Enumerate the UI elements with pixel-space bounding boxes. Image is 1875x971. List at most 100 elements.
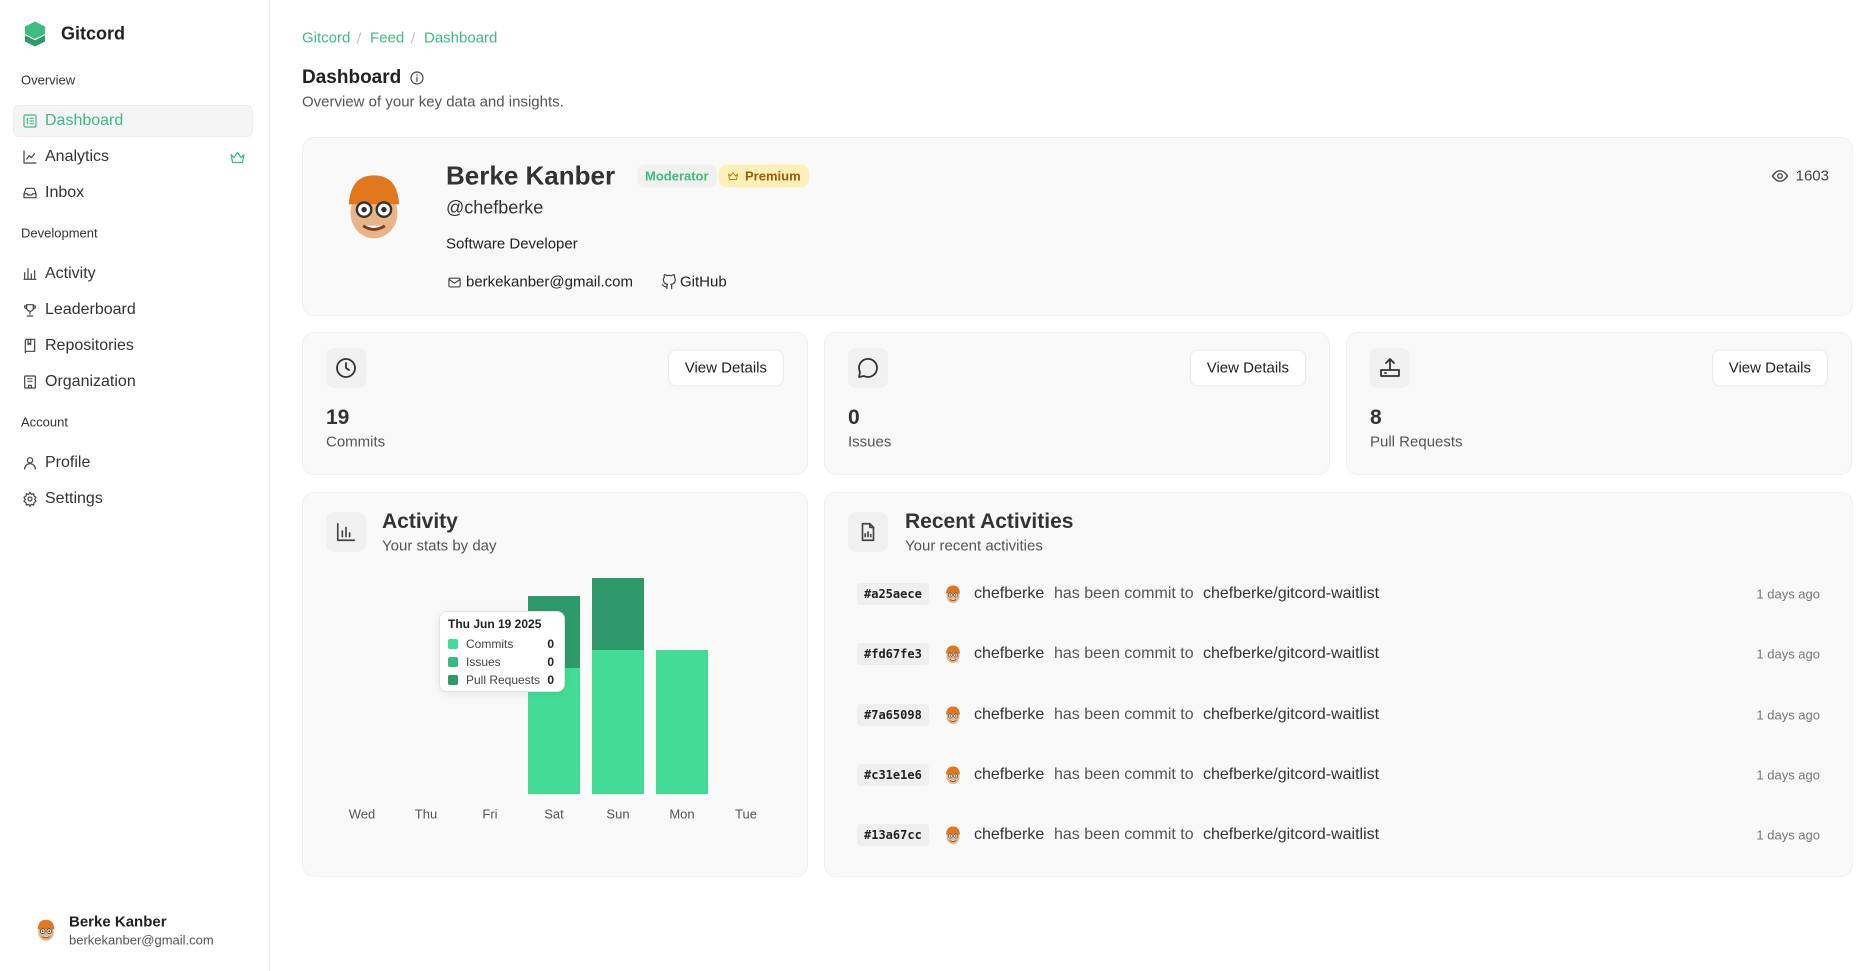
- tooltip-series: Commits: [466, 637, 514, 651]
- stat-label: Commits: [326, 433, 386, 451]
- view-details-button[interactable]: View Details: [667, 349, 784, 387]
- avatar: [946, 585, 960, 603]
- view-details-button[interactable]: View Details: [1711, 349, 1828, 387]
- activity-user: chefberke: [974, 765, 1045, 783]
- nav-icon: [24, 338, 36, 354]
- nav-icon: [23, 491, 37, 507]
- tooltip-value: 0: [547, 673, 554, 687]
- nav-item[interactable]: Profile: [45, 454, 91, 471]
- mail-icon: [447, 277, 461, 287]
- commit-hash: #c31e1e6: [857, 763, 929, 786]
- activity-repo[interactable]: chefberke/gitcord-waitlist: [1203, 826, 1380, 844]
- x-tick-label: Fri: [482, 806, 497, 821]
- nav-icon: [24, 375, 36, 389]
- x-tick-label: Tue: [735, 806, 757, 821]
- card-subtitle: Your recent activities: [905, 537, 1043, 555]
- commit-hash: #13a67cc: [857, 824, 929, 847]
- tooltip-swatch: [448, 675, 458, 685]
- stat-icon: [858, 357, 878, 378]
- section-title: Overview: [21, 72, 76, 88]
- x-tick-label: Sat: [544, 806, 564, 821]
- x-tick-label: Wed: [349, 806, 376, 821]
- activity-action: has been commit to: [1054, 826, 1194, 844]
- stat-icon: [336, 358, 356, 378]
- section-title: Account: [21, 414, 68, 430]
- avatar: [37, 919, 55, 941]
- activity-repo[interactable]: chefberke/gitcord-waitlist: [1203, 645, 1380, 663]
- email: berkekanber@gmail.com: [466, 273, 633, 291]
- card-title: Recent Activities: [905, 510, 1074, 533]
- stat-label: Issues: [848, 433, 892, 451]
- commit-hash: #7a65098: [857, 703, 929, 726]
- avatar: [348, 175, 400, 239]
- nav-item[interactable]: Dashboard: [45, 112, 124, 129]
- chart: Wed Thu Fri Sat Sun Mon Tue: [349, 578, 757, 821]
- nav-icon: [23, 187, 37, 199]
- nav-icon: [23, 114, 37, 128]
- logo: [25, 21, 45, 47]
- tooltip-series: Pull Requests: [466, 673, 541, 687]
- commit-hash: #fd67fe3: [857, 643, 929, 666]
- x-tick-label: Thu: [415, 806, 437, 821]
- nav-item[interactable]: Analytics: [45, 148, 110, 165]
- user-name: Berke Kanber: [69, 913, 167, 931]
- user-email: berkekanber@gmail.com: [69, 932, 214, 948]
- avatar: [946, 645, 960, 664]
- badge: Premium: [719, 164, 809, 188]
- breadcrumb-link[interactable]: Gitcord: [302, 29, 351, 47]
- nav-item[interactable]: Repositories: [45, 337, 134, 354]
- stat-value: 0: [848, 406, 860, 429]
- nav-icon: [23, 268, 37, 280]
- activity-time: 1 days ago: [1756, 707, 1820, 723]
- activity-user: chefberke: [974, 645, 1045, 663]
- activity-action: has been commit to: [1054, 645, 1194, 663]
- nav-item[interactable]: Settings: [45, 490, 103, 507]
- activity-time: 1 days ago: [1756, 827, 1820, 843]
- tooltip: [439, 611, 565, 692]
- github-icon: [661, 274, 676, 290]
- section-title: Development: [21, 225, 98, 241]
- activity-repo[interactable]: chefberke/gitcord-waitlist: [1203, 765, 1380, 783]
- tooltip-swatch: [448, 657, 458, 667]
- activity-action: has been commit to: [1054, 705, 1194, 723]
- avatar: [946, 766, 960, 784]
- breadcrumb-link[interactable]: Feed: [370, 29, 405, 47]
- activity-repo[interactable]: chefberke/gitcord-waitlist: [1203, 585, 1380, 602]
- tooltip-title: Thu Jun 19 2025: [448, 617, 542, 631]
- nav-item[interactable]: Organization: [45, 373, 136, 390]
- profile-name: Berke Kanber: [446, 160, 616, 191]
- tooltip-series: Issues: [466, 655, 501, 669]
- nav-icon: [23, 304, 37, 317]
- activity-user: chefberke: [974, 705, 1045, 723]
- nav-item[interactable]: Activity: [45, 265, 96, 282]
- page-subtitle: Overview of your key data and insights.: [302, 93, 564, 111]
- profile-card: [302, 137, 1853, 316]
- github-link[interactable]: GitHub: [680, 273, 727, 291]
- stat-value: 8: [1370, 406, 1382, 429]
- chart-icon: [336, 522, 356, 542]
- crown-icon: [728, 172, 738, 180]
- premium-icon: [229, 151, 245, 163]
- nav-item[interactable]: Leaderboard: [45, 301, 136, 318]
- breadcrumb-link[interactable]: Dashboard: [424, 29, 498, 47]
- card-subtitle: Your stats by day: [382, 537, 497, 555]
- stat-label: Pull Requests: [1370, 433, 1463, 451]
- info-icon: [410, 71, 424, 85]
- activity-user: chefberke: [974, 585, 1045, 602]
- brand: Gitcord: [61, 23, 126, 44]
- nav-item[interactable]: Inbox: [45, 184, 85, 201]
- avatar: [946, 706, 960, 724]
- x-tick-label: Sun: [606, 806, 629, 821]
- commit-hash: #a25aece: [857, 583, 929, 605]
- activity-repo[interactable]: chefberke/gitcord-waitlist: [1203, 705, 1380, 723]
- nav-icon: [24, 457, 36, 470]
- stat-icon-box: [848, 348, 888, 388]
- view-details-button[interactable]: View Details: [1189, 349, 1306, 387]
- breadcrumb-sep: [410, 32, 416, 44]
- nav-active: [13, 105, 253, 137]
- activity-action: has been commit to: [1054, 765, 1194, 783]
- bar-segment: [592, 650, 644, 794]
- eye-icon: [1771, 170, 1789, 182]
- username: @chefberke: [446, 197, 544, 218]
